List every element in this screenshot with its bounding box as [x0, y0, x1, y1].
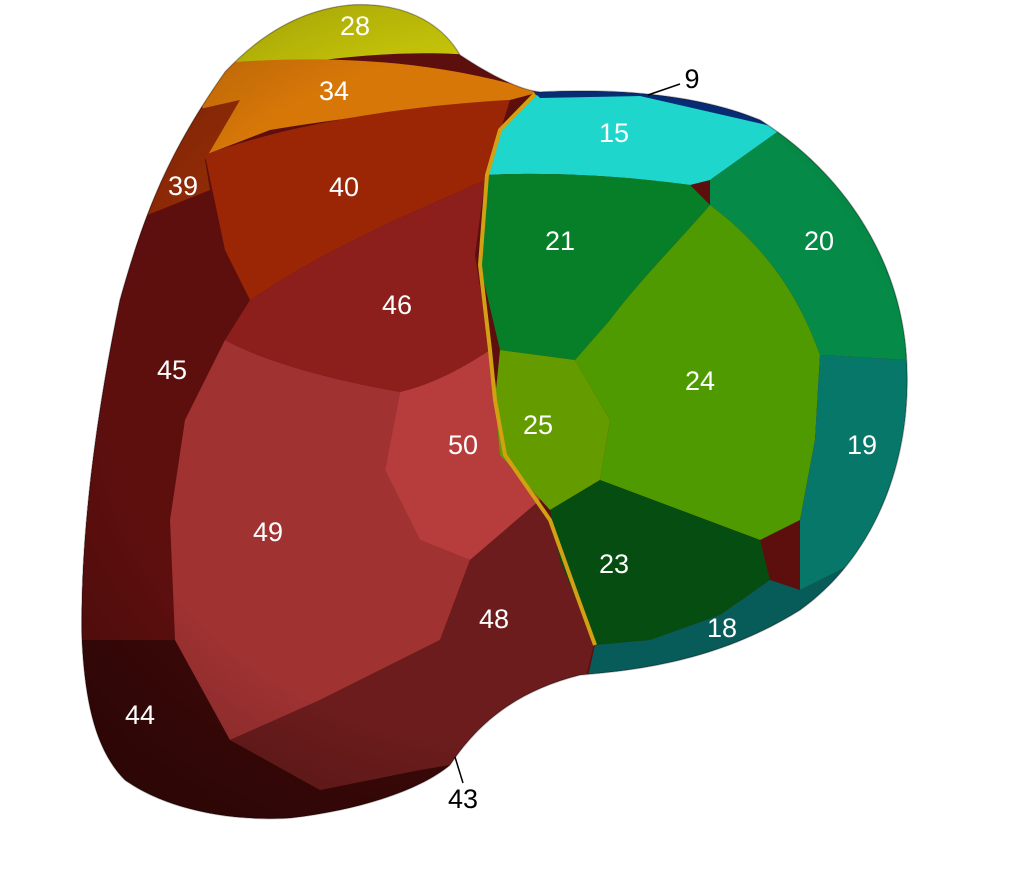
- label-43: 43: [448, 784, 478, 814]
- leader-line-43: [454, 756, 464, 784]
- leader-line-9: [647, 83, 681, 96]
- label-18: 18: [707, 613, 737, 643]
- label-45: 45: [157, 355, 187, 385]
- label-40: 40: [329, 172, 359, 202]
- label-48: 48: [479, 604, 509, 634]
- shape-outline: [81, 3, 908, 820]
- label-23: 23: [599, 549, 629, 579]
- label-25: 25: [523, 410, 553, 440]
- label-34: 34: [319, 76, 349, 106]
- label-28: 28: [340, 11, 370, 41]
- label-24: 24: [685, 366, 715, 396]
- label-9: 9: [684, 64, 699, 94]
- label-44: 44: [125, 700, 155, 730]
- label-15: 15: [599, 118, 629, 148]
- label-19: 19: [847, 430, 877, 460]
- hemisphere-seam: [478, 92, 597, 646]
- label-46: 46: [382, 290, 412, 320]
- label-49: 49: [253, 517, 283, 547]
- label-50: 50: [448, 430, 478, 460]
- label-39: 39: [168, 171, 198, 201]
- label-21: 21: [545, 226, 575, 256]
- label-20: 20: [804, 226, 834, 256]
